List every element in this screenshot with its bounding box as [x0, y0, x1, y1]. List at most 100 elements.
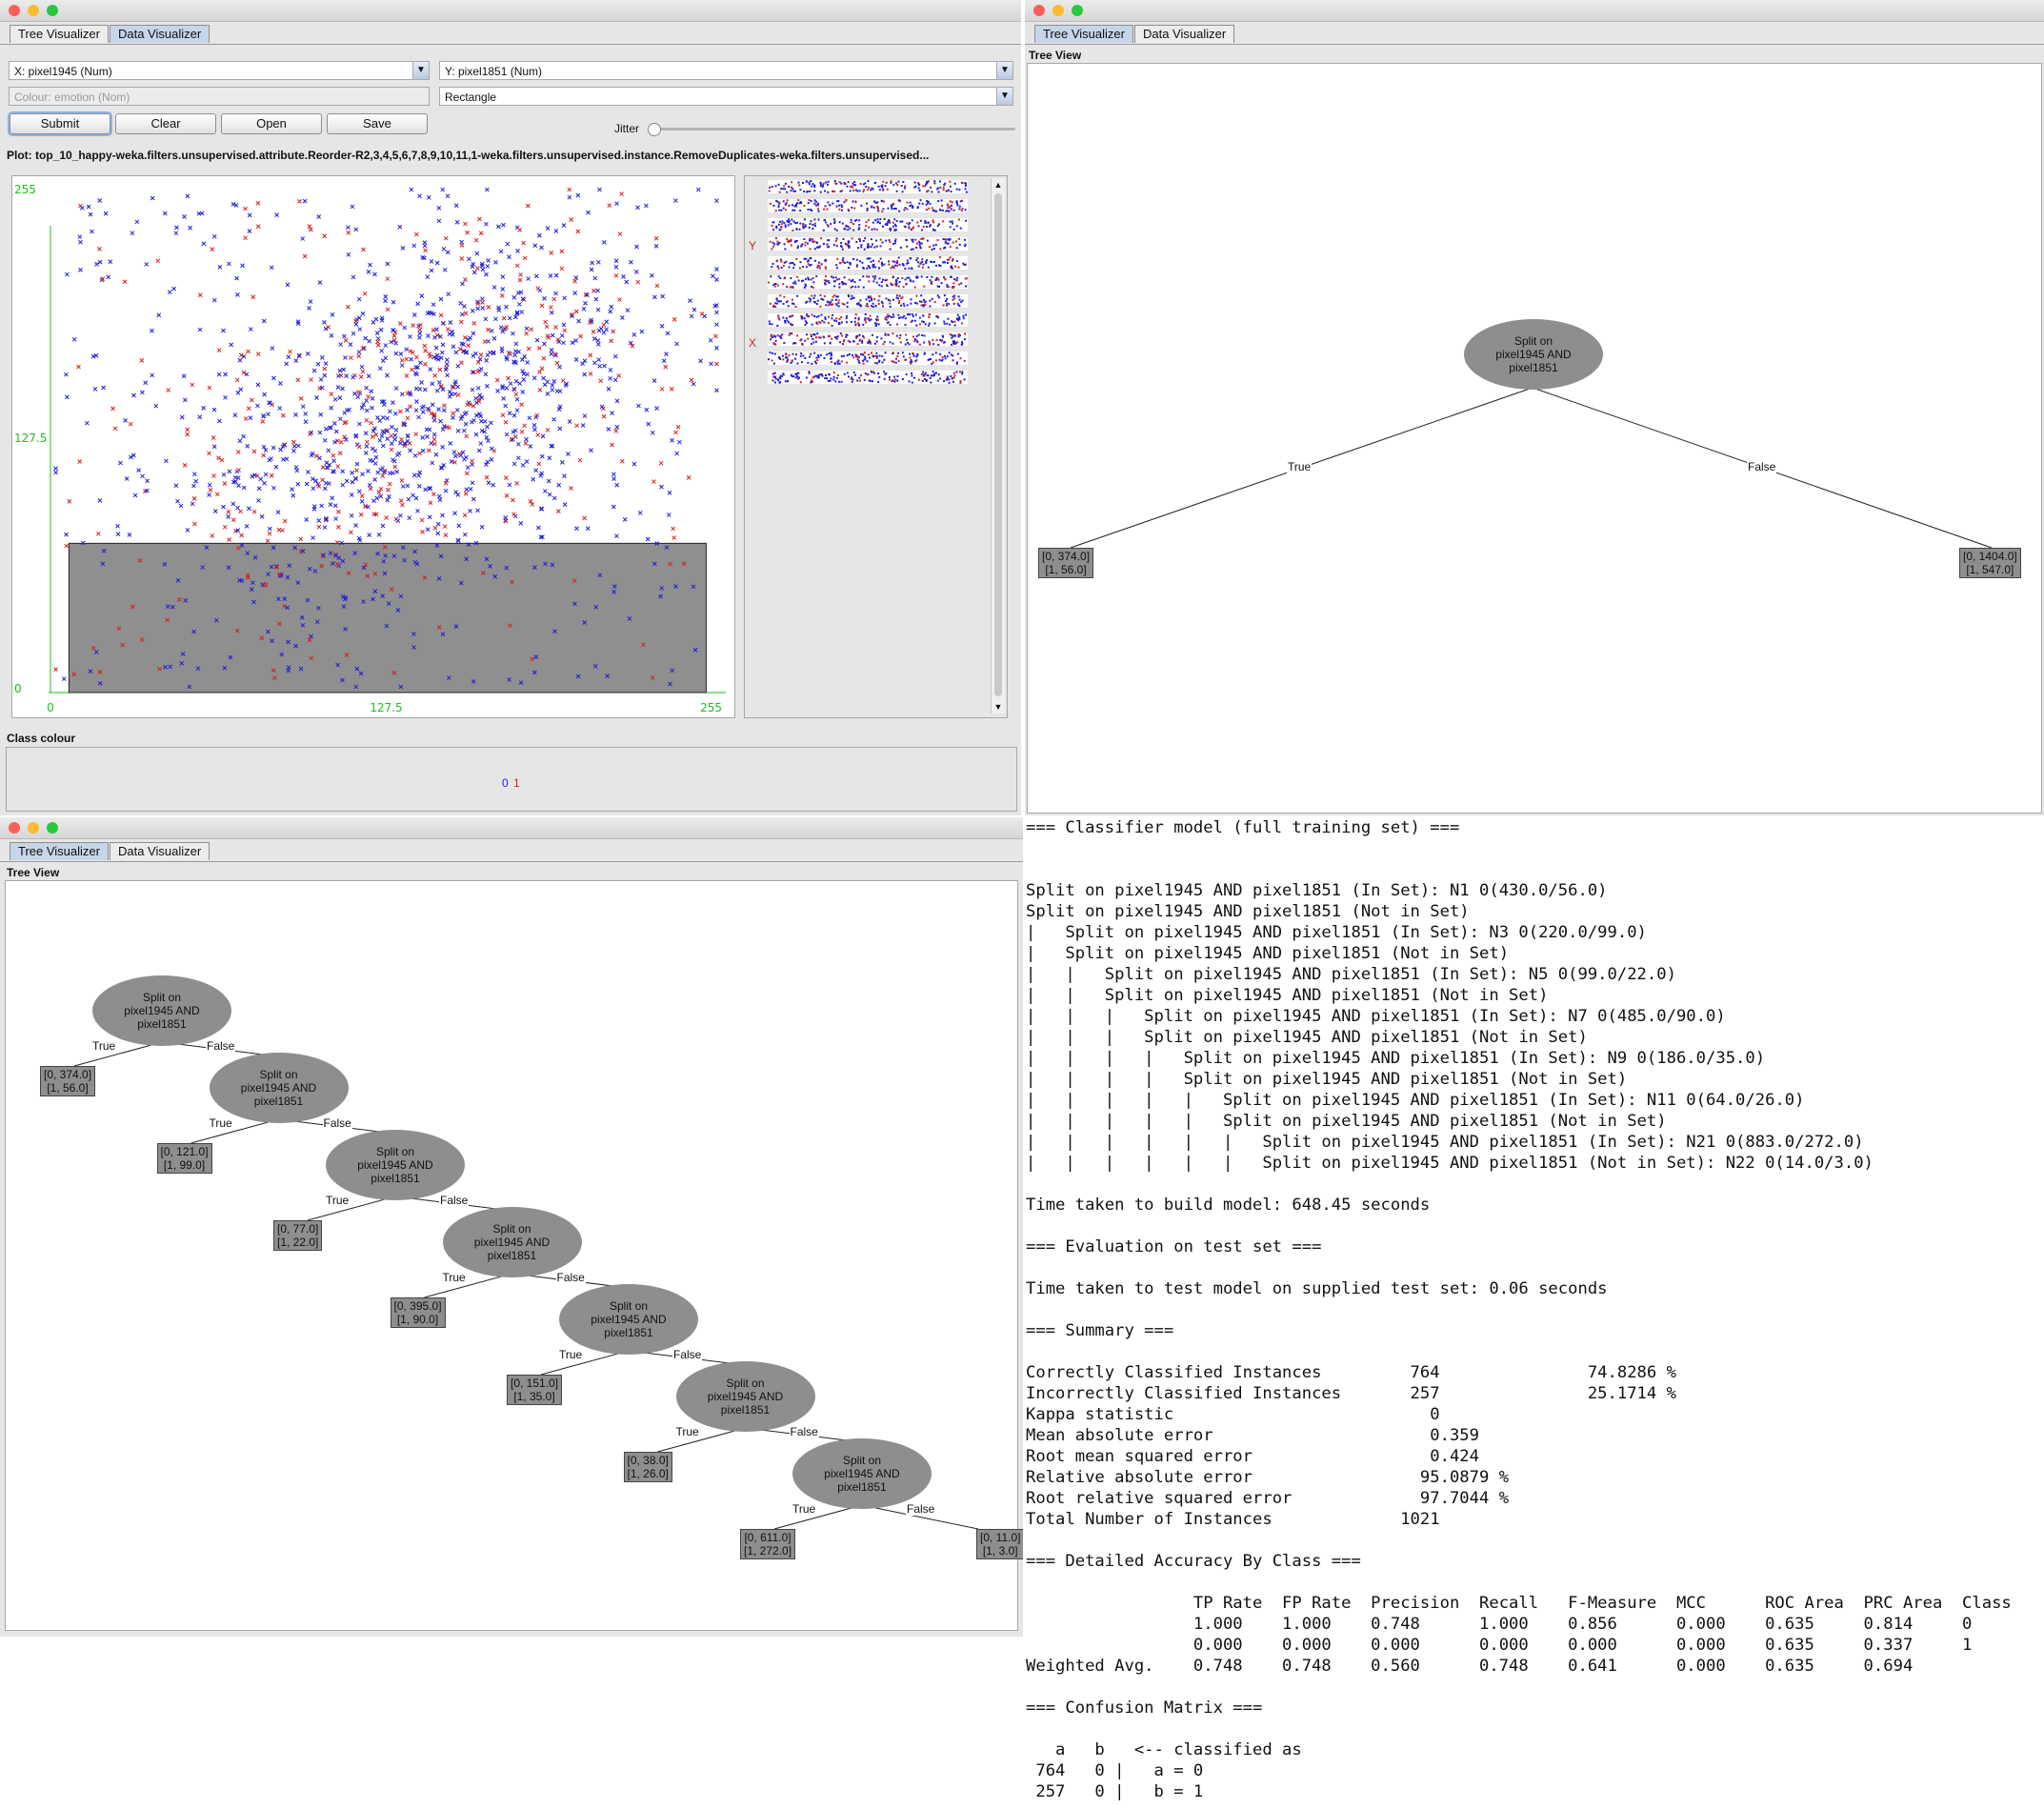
strip-mark — [951, 320, 953, 323]
tree-split-node[interactable]: Split on pixel1945 AND pixel1851 — [209, 1053, 349, 1123]
shape-select[interactable]: Rectangle ▼ — [439, 87, 1013, 106]
strip-mark — [909, 205, 912, 208]
tree-split-node[interactable]: Split on pixel1945 AND pixel1851 — [92, 975, 231, 1046]
point-class-0 — [427, 514, 432, 520]
attribute-strip[interactable] — [768, 199, 968, 212]
tree-split-node[interactable]: Split on pixel1945 AND pixel1851 — [792, 1438, 932, 1509]
attribute-strip[interactable] — [768, 256, 968, 270]
strip-mark — [889, 241, 892, 244]
zoom-window-button[interactable] — [47, 822, 58, 834]
strip-mark — [838, 221, 841, 224]
scroll-up-icon[interactable]: ▲ — [993, 180, 1003, 190]
tree-view-panel[interactable]: Split on pixel1945 AND pixel1851 True Fals… — [5, 880, 1023, 1631]
point-class-1 — [53, 667, 58, 672]
strip-mark — [918, 316, 921, 319]
tree-view-panel[interactable]: Split on pixel1945 AND pixel1851 True Fa… — [1027, 63, 2042, 814]
jitter-slider-thumb[interactable] — [648, 123, 661, 136]
attribute-strip[interactable] — [768, 313, 968, 327]
attribute-strip[interactable] — [768, 237, 968, 251]
strip-mark — [915, 339, 918, 342]
scroll-down-icon[interactable]: ▼ — [993, 702, 1003, 712]
tree-leaf-true[interactable]: [0, 38.0] [1, 26.0] — [623, 1452, 672, 1482]
tree-root-node[interactable]: Split on pixel1945 AND pixel1851 — [1464, 319, 1603, 390]
zoom-window-button[interactable] — [1072, 5, 1083, 16]
submit-button[interactable]: Submit — [10, 113, 110, 134]
attribute-strip[interactable] — [768, 218, 968, 231]
selection-rectangle[interactable] — [68, 542, 707, 693]
tree-leaf-false[interactable]: [0, 11.0] [1, 3.0] — [976, 1529, 1023, 1559]
tab-data-visualizer[interactable]: Data Visualizer — [109, 842, 210, 860]
point-class-0 — [235, 528, 241, 533]
tree-leaf-true[interactable]: [0, 121.0] [1, 99.0] — [156, 1143, 212, 1174]
attribute-strip[interactable] — [768, 180, 968, 193]
point-class-0 — [389, 441, 394, 447]
tab-tree-visualizer[interactable]: Tree Visualizer — [1034, 25, 1133, 43]
close-window-button[interactable] — [9, 5, 20, 16]
point-class-0 — [661, 358, 667, 364]
colour-select: Colour: emotion (Nom) — [9, 87, 430, 106]
scrollbar-thumb[interactable] — [994, 193, 1002, 696]
close-window-button[interactable] — [1033, 5, 1045, 16]
x-axis-select[interactable]: X: pixel1945 (Num) ▼ — [9, 61, 430, 80]
tree-split-node[interactable]: Split on pixel1945 AND pixel1851 — [675, 1361, 815, 1432]
tab-data-visualizer[interactable]: Data Visualizer — [1133, 25, 1235, 43]
open-button[interactable]: Open — [221, 113, 322, 134]
chevron-down-icon[interactable]: ▼ — [996, 62, 1012, 79]
leaf-true[interactable]: [0, 374.0] [1, 56.0] — [1038, 548, 1094, 578]
class-value-0[interactable]: 0 — [502, 776, 509, 790]
minimize-window-button[interactable] — [28, 5, 39, 16]
strip-mark — [931, 207, 933, 210]
strip-mark — [799, 267, 802, 270]
attribute-strip[interactable] — [768, 332, 968, 346]
tree-leaf-true[interactable]: [0, 151.0] [1, 35.0] — [507, 1375, 563, 1405]
strip-mark — [958, 305, 961, 308]
attribute-strip[interactable] — [768, 275, 968, 289]
leaf-false[interactable]: [0, 1404.0] [1, 547.0] — [1959, 548, 2021, 578]
tab-data-visualizer[interactable]: Data Visualizer — [109, 25, 210, 43]
attribute-strip[interactable] — [768, 352, 968, 365]
strip-mark — [868, 245, 871, 248]
point-class-0 — [562, 295, 567, 301]
clear-button[interactable]: Clear — [115, 113, 216, 134]
minimize-window-button[interactable] — [1052, 5, 1064, 16]
point-class-1 — [254, 473, 260, 478]
attribute-strip[interactable] — [768, 371, 968, 384]
tree-leaf-true[interactable]: [0, 611.0] [1, 272.0] — [740, 1529, 796, 1559]
tree-split-node[interactable]: Split on pixel1945 AND pixel1851 — [442, 1207, 582, 1277]
strip-mark — [892, 184, 895, 187]
strip-mark — [808, 199, 811, 202]
chevron-down-icon[interactable]: ▼ — [996, 88, 1012, 105]
tree-leaf-true[interactable]: [0, 374.0] [1, 56.0] — [40, 1066, 96, 1096]
attribute-strips[interactable] — [745, 176, 973, 717]
strip-mark — [922, 305, 925, 308]
tree-split-node[interactable]: Split on pixel1945 AND pixel1851 — [559, 1284, 698, 1355]
tree-leaf-true[interactable]: [0, 395.0] [1, 90.0] — [390, 1297, 446, 1328]
vertical-scrollbar[interactable]: ▲ ▼ — [991, 178, 1005, 714]
zoom-window-button[interactable] — [47, 5, 58, 16]
attribute-strip[interactable] — [768, 294, 968, 308]
strip-mark — [808, 181, 811, 184]
attribute-strips-panel[interactable]: Y X ▲ ▼ — [744, 175, 1008, 718]
class-value-1[interactable]: 1 — [513, 776, 520, 790]
minimize-window-button[interactable] — [28, 822, 39, 834]
tab-bar: Tree Visualizer Data Visualizer — [10, 842, 210, 861]
strip-mark — [834, 302, 837, 305]
y-axis-select[interactable]: Y: pixel1851 (Num) ▼ — [439, 61, 1013, 80]
strip-mark — [811, 323, 813, 326]
tab-tree-visualizer[interactable]: Tree Visualizer — [10, 25, 109, 43]
strip-mark — [917, 378, 920, 381]
strip-mark — [896, 323, 899, 326]
scatter-plot-panel[interactable]: 0 127.5 255 0 127.5 255 — [11, 175, 735, 718]
chevron-down-icon[interactable]: ▼ — [412, 62, 429, 79]
jitter-slider-track[interactable] — [648, 128, 1015, 131]
strip-mark — [960, 341, 963, 344]
save-button[interactable]: Save — [327, 113, 428, 134]
close-window-button[interactable] — [9, 822, 20, 834]
tree-leaf-true[interactable]: [0, 77.0] [1, 22.0] — [273, 1220, 323, 1251]
tree-split-node[interactable]: Split on pixel1945 AND pixel1851 — [326, 1130, 465, 1200]
point-class-1 — [658, 460, 664, 466]
strip-mark — [842, 257, 845, 260]
strip-mark — [822, 335, 825, 338]
tab-tree-visualizer[interactable]: Tree Visualizer — [10, 842, 109, 860]
